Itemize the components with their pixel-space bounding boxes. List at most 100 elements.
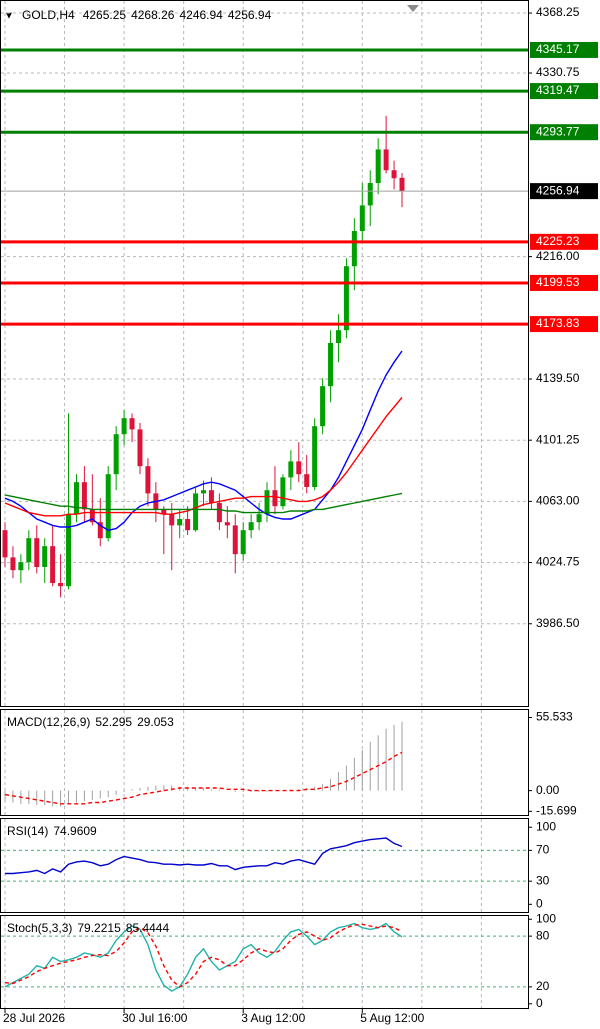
level-label-box bbox=[530, 316, 598, 333]
candle-body bbox=[89, 509, 95, 523]
indicator-line bbox=[4, 396, 403, 517]
close-value: 4256.94 bbox=[228, 8, 272, 22]
candle-body bbox=[66, 514, 72, 587]
indicator-line bbox=[5, 837, 403, 875]
level-label: 4293.77 bbox=[536, 124, 580, 138]
level-label-box bbox=[530, 233, 598, 250]
candle-body bbox=[10, 557, 16, 571]
candle-body bbox=[343, 266, 349, 331]
indicator-value: 79.2215 bbox=[77, 921, 121, 935]
level-label: 4173.83 bbox=[536, 316, 580, 330]
candle-body bbox=[208, 490, 214, 503]
candle-body bbox=[351, 231, 357, 267]
shift-marker[interactable] bbox=[407, 5, 419, 12]
panel-frame bbox=[0, 818, 529, 913]
panel-frame bbox=[0, 709, 529, 816]
level-label: 4199.53 bbox=[536, 275, 580, 289]
candle-body bbox=[73, 482, 79, 515]
level-label: 4319.47 bbox=[536, 83, 580, 97]
candle-body bbox=[161, 509, 167, 515]
y-tick-label: 55.533 bbox=[536, 710, 573, 724]
collapse-icon[interactable]: ▼ bbox=[4, 11, 14, 22]
candle-body bbox=[399, 177, 405, 192]
indicator-header: RSI(14) 74.9609 bbox=[7, 824, 97, 838]
candle-body bbox=[264, 490, 270, 515]
candle-body bbox=[312, 426, 318, 487]
candle-body bbox=[97, 522, 103, 539]
y-tick-label: 4101.25 bbox=[536, 432, 580, 446]
candle-body bbox=[137, 429, 143, 467]
y-tick-label: 4368.25 bbox=[536, 5, 580, 19]
candle-body bbox=[201, 490, 206, 494]
y-tick-label: 100 bbox=[536, 911, 556, 925]
candle-body bbox=[272, 490, 278, 507]
x-tick-label: 28 Jul 2026 bbox=[3, 1011, 65, 1025]
candle-body bbox=[34, 538, 40, 567]
candle-body bbox=[359, 205, 365, 232]
y-tick-label: 20 bbox=[536, 979, 550, 993]
y-tick-label: 3986.50 bbox=[536, 616, 580, 630]
candle-body bbox=[288, 461, 294, 478]
candle-body bbox=[367, 183, 373, 206]
indicator-header: MACD(12,26,9) 52.295 29.053 bbox=[7, 715, 174, 729]
candle-body bbox=[391, 170, 397, 179]
candle-body bbox=[129, 418, 135, 430]
open-value: 4265.25 bbox=[83, 8, 127, 22]
indicator-value: 52.295 bbox=[95, 715, 132, 729]
candle-body bbox=[248, 522, 254, 531]
candle-body bbox=[320, 386, 326, 427]
candle-body bbox=[105, 474, 111, 539]
candle-body bbox=[113, 434, 119, 475]
candle-body bbox=[26, 538, 32, 563]
y-tick-label: 4139.50 bbox=[536, 371, 580, 385]
candle-body bbox=[18, 562, 24, 571]
y-tick-label: 30 bbox=[536, 873, 550, 887]
main-header: GOLD,H4 4265.25 4268.26 4246.94 4256.94 bbox=[22, 8, 272, 22]
y-tick-label: 4216.00 bbox=[536, 249, 580, 263]
current-price-box bbox=[530, 183, 598, 200]
candle-body bbox=[296, 461, 302, 475]
candle-body bbox=[224, 522, 230, 526]
indicator-line bbox=[4, 922, 403, 992]
candle-body bbox=[2, 530, 8, 558]
candle-body bbox=[328, 343, 334, 387]
candle-body bbox=[81, 482, 87, 510]
symbol-title: GOLD,H4 bbox=[22, 8, 75, 22]
candle-body bbox=[193, 493, 199, 531]
candle-body bbox=[383, 149, 389, 171]
y-tick-label: 4063.00 bbox=[536, 494, 580, 508]
x-tick-label: 5 Aug 12:00 bbox=[360, 1011, 424, 1025]
candle-body bbox=[42, 546, 48, 567]
candle-body bbox=[304, 474, 310, 487]
indicator-line bbox=[4, 492, 403, 514]
indicator-value: 29.053 bbox=[137, 715, 174, 729]
y-tick-label: 0.00 bbox=[536, 783, 560, 797]
y-tick-label: 100 bbox=[536, 819, 556, 833]
candle-body bbox=[232, 525, 238, 555]
level-label-box bbox=[530, 124, 598, 141]
level-label: 4225.23 bbox=[536, 234, 580, 248]
indicator-title: Stoch(5,3,3) bbox=[7, 921, 72, 935]
indicator-line bbox=[4, 350, 403, 531]
indicator-value: 74.9609 bbox=[53, 824, 97, 838]
level-label-box bbox=[530, 41, 598, 58]
y-tick-label: 4024.75 bbox=[536, 555, 580, 569]
candle-body bbox=[240, 530, 246, 555]
indicator-line bbox=[4, 923, 403, 988]
level-label: 4345.17 bbox=[536, 42, 580, 56]
candle-body bbox=[280, 477, 286, 507]
y-tick-label: 0 bbox=[536, 996, 543, 1010]
y-tick-label: 80 bbox=[536, 928, 550, 942]
indicator-line bbox=[4, 751, 403, 805]
candle-body bbox=[58, 582, 64, 587]
candle-body bbox=[177, 518, 183, 526]
x-tick-label: 3 Aug 12:00 bbox=[241, 1011, 305, 1025]
indicator-header: Stoch(5,3,3) 79.2215 85.4444 bbox=[7, 921, 169, 935]
level-label-box bbox=[530, 274, 598, 291]
current-price-label: 4256.94 bbox=[536, 183, 580, 197]
candle-body bbox=[185, 518, 191, 531]
y-tick-label: 0 bbox=[536, 896, 543, 910]
x-tick-label: 30 Jul 16:00 bbox=[122, 1011, 188, 1025]
candle-body bbox=[335, 330, 341, 344]
